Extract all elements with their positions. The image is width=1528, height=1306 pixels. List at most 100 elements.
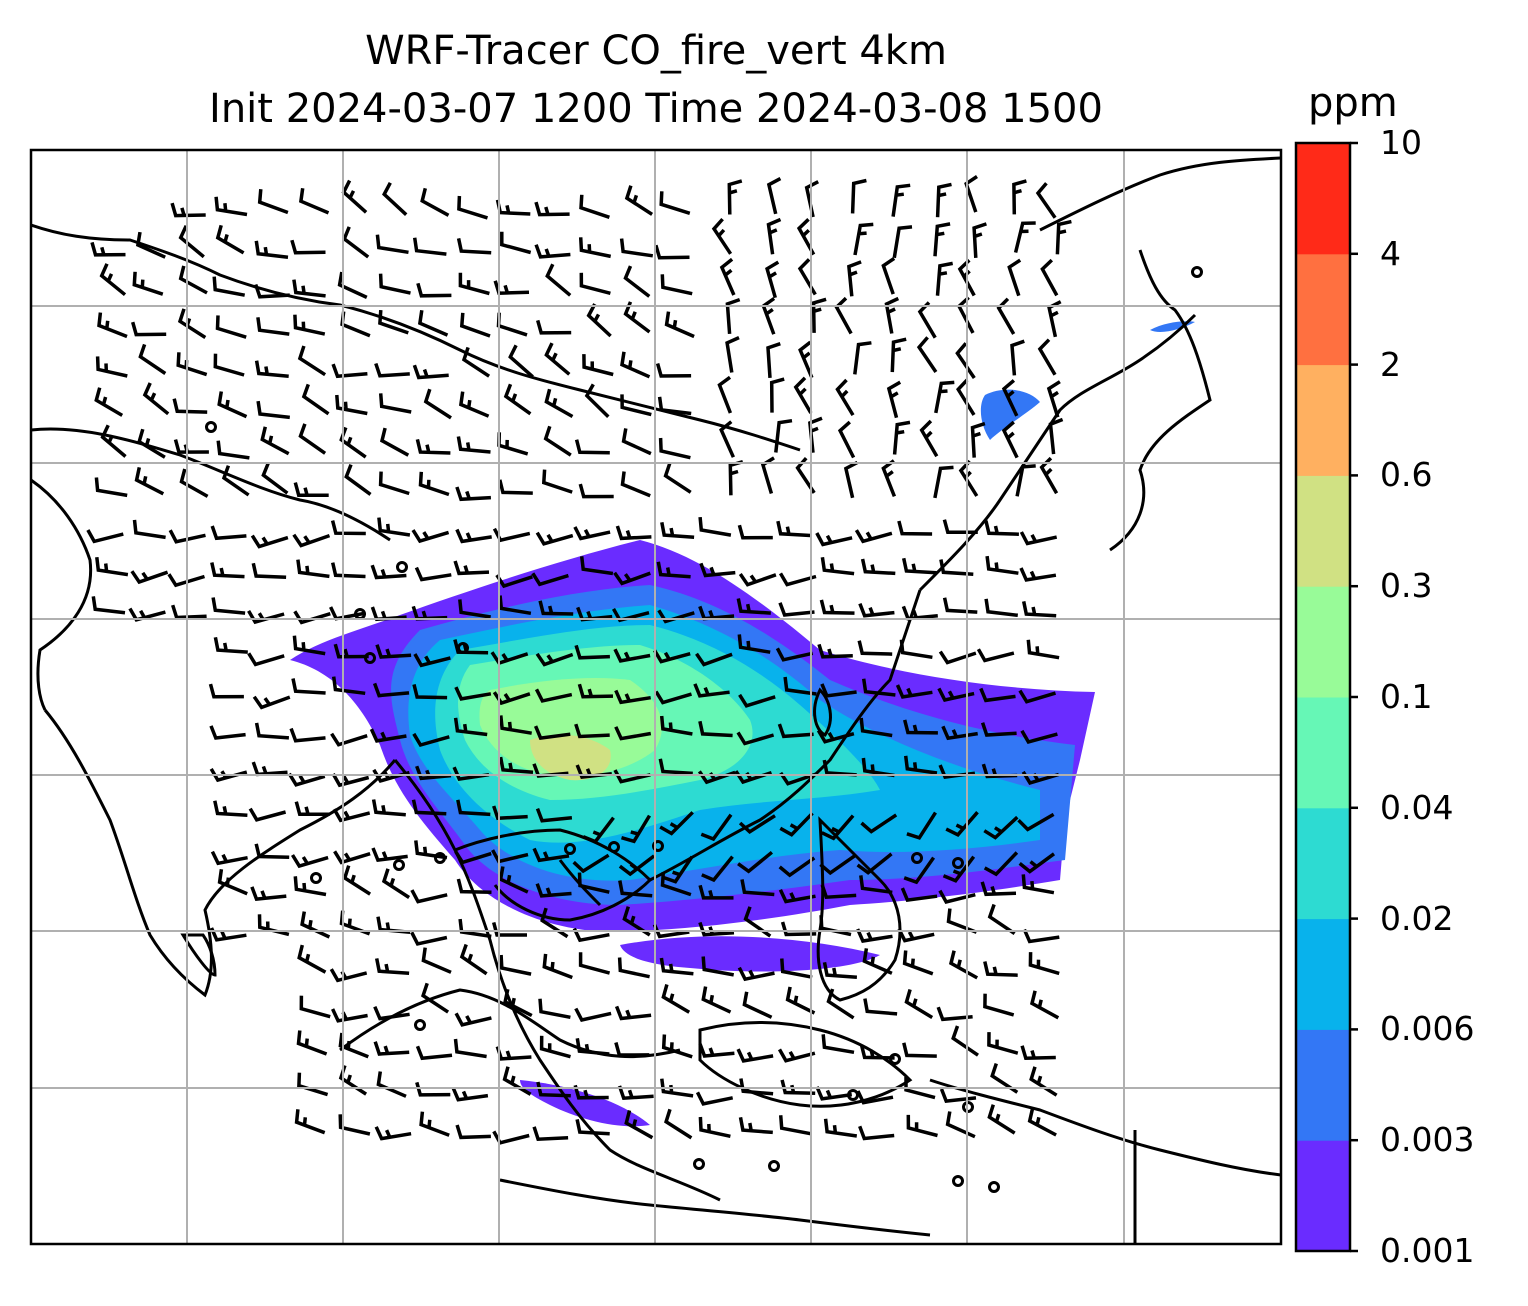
wind-barb: [614, 1005, 652, 1021]
wind-barb: [371, 799, 406, 817]
wind-barb: [291, 854, 329, 869]
wind-barb: [900, 887, 938, 903]
wind-barb: [983, 993, 1015, 1017]
wind-barb: [254, 722, 290, 740]
wind-barb: [492, 1130, 530, 1145]
wind-barb: [903, 856, 936, 885]
wind-barb: [766, 177, 782, 215]
wind-barb: [996, 297, 1016, 335]
wind-barb: [739, 1078, 774, 1096]
wind-barb: [293, 314, 326, 336]
wind-barb: [451, 1087, 489, 1102]
wind-barb: [369, 728, 407, 743]
wind-barb: [1019, 567, 1057, 582]
wind-barb: [891, 183, 911, 217]
wind-barb: [1001, 420, 1019, 459]
wind-barb: [719, 257, 736, 296]
wind-barb: [575, 1038, 610, 1056]
wind-barb: [541, 469, 573, 494]
wind-barb: [983, 815, 1019, 840]
wind-barb: [531, 572, 569, 587]
wind-barb: [337, 271, 368, 299]
wind-barb: [819, 599, 855, 615]
wind-barb: [621, 814, 651, 844]
wind-barb: [456, 238, 492, 255]
wind-barb: [300, 911, 331, 939]
wind-barb: [620, 471, 651, 498]
wind-barb: [260, 426, 290, 456]
wind-barb: [412, 732, 450, 748]
wind-barb: [761, 297, 776, 335]
wind-barb: [213, 636, 248, 654]
wind-barb: [578, 952, 611, 975]
wind-barb: [215, 224, 245, 255]
wind-barb: [574, 644, 610, 660]
wind-barb: [664, 1108, 693, 1140]
wind-barb: [178, 265, 208, 295]
wind-barb: [176, 352, 208, 377]
wind-barb: [656, 561, 691, 579]
wind-barb: [622, 906, 651, 937]
wind-barb: [376, 916, 411, 934]
wind-barb: [256, 400, 290, 420]
colorbar-tick-label: 4: [1380, 233, 1401, 273]
wind-barb: [574, 723, 610, 739]
wind-barb: [414, 566, 452, 582]
wind-barb: [293, 610, 331, 625]
wind-barb: [535, 807, 573, 823]
wind-barb: [382, 181, 408, 216]
wind-barb: [415, 1045, 453, 1061]
wind-barb: [860, 813, 898, 834]
wind-barb: [933, 465, 954, 499]
wind-barb: [534, 201, 570, 217]
wind-barb: [250, 534, 289, 549]
wind-barb: [654, 244, 690, 260]
wind-barb: [378, 393, 412, 414]
wind-barb: [897, 928, 935, 943]
wind-barb: [1027, 1107, 1057, 1137]
wind-barb: [951, 1025, 979, 1057]
wind-barb: [695, 1091, 734, 1106]
wind-barb: [138, 343, 167, 375]
wind-barb: [821, 814, 855, 841]
wind-barb: [1046, 380, 1061, 418]
wind-barb: [990, 1063, 1019, 1094]
wind-barb: [373, 1006, 410, 1021]
wind-barb: [178, 225, 205, 259]
wind-barb: [500, 231, 532, 255]
plume-south: [520, 1080, 650, 1127]
wind-barb: [292, 279, 326, 298]
wind-barb: [292, 533, 331, 548]
wind-barb: [572, 853, 610, 874]
wind-barb: [1047, 300, 1062, 338]
wind-barb: [660, 521, 695, 540]
wind-barb: [660, 871, 692, 897]
wind-barb: [532, 1126, 569, 1142]
wind-barb: [662, 855, 694, 884]
wind-barb: [209, 927, 247, 942]
colorbar-tick-label: 0.1: [1380, 677, 1433, 716]
wind-barb: [1029, 990, 1060, 1020]
wind-barb: [173, 439, 209, 454]
wind-barb: [287, 772, 326, 787]
wind-barb: [209, 725, 246, 740]
plume-level-6: [530, 734, 611, 781]
wind-barb: [859, 875, 893, 895]
wind-barb: [338, 1032, 369, 1059]
wind-barb: [296, 1030, 328, 1056]
wind-barb: [373, 1041, 410, 1056]
wind-barb: [492, 805, 528, 821]
wind-barb: [329, 968, 368, 983]
wind-barb: [881, 256, 896, 295]
wind-barb: [858, 1125, 895, 1141]
wind-barb: [1055, 219, 1072, 255]
wind-barb: [410, 889, 448, 904]
gridlines: [31, 150, 1281, 1244]
wind-barb: [856, 928, 893, 943]
wind-barb: [613, 769, 651, 784]
wind-barb: [330, 732, 368, 747]
wind-barb: [1010, 339, 1025, 376]
wind-barb: [775, 647, 814, 662]
wind-barb: [294, 1109, 326, 1135]
wind-barb: [823, 1118, 858, 1138]
